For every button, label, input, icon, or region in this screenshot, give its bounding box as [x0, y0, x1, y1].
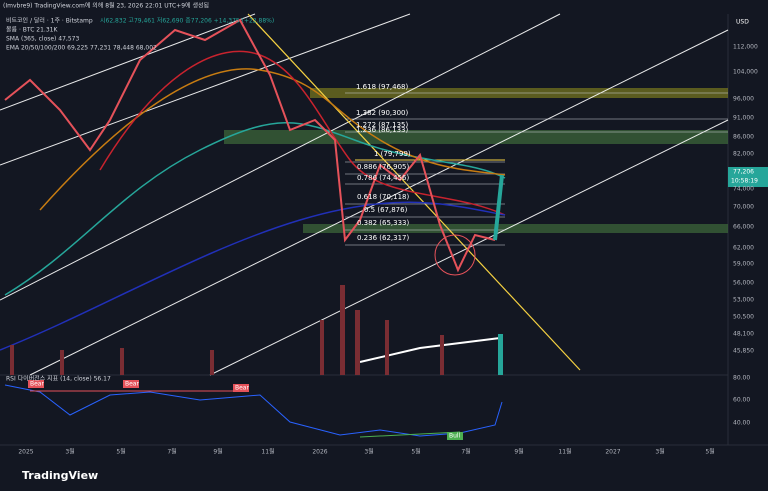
rsi-axis-label: 60.00 [733, 397, 750, 404]
volume: 볼륨 · BTC 21.31K [6, 27, 58, 34]
time-label: 5월 [705, 448, 714, 456]
price-label: 104,000 [733, 69, 758, 76]
price-label: 96,000 [733, 96, 754, 103]
price-label: 112,000 [733, 44, 758, 51]
fib-label: 1.272 (87,135) [356, 121, 408, 129]
price-label: 45,850 [733, 348, 754, 355]
last-candle [493, 174, 504, 241]
price-label: 66,000 [733, 224, 754, 231]
fib-lines [345, 92, 728, 246]
support-zone [303, 224, 728, 233]
volume-bar [498, 334, 503, 375]
last-price: 77,206 [733, 169, 754, 176]
fib-label: 0.886 (76,905) [357, 163, 409, 171]
time-label: 5월 [411, 448, 420, 456]
fib-label: 1.382 (90,300) [356, 109, 408, 117]
fib-label: 0.236 (62,317) [357, 234, 409, 242]
tag-bg [233, 384, 249, 392]
price-label: 91,000 [733, 115, 754, 122]
price-label: 82,000 [733, 151, 754, 158]
ohlc: 시62,832 고79,461 저62,690 종77,206 +14,375 … [100, 17, 274, 25]
price-label: 74,000 [733, 186, 754, 193]
time-label: 3월 [655, 448, 664, 456]
signal-tag: Bull [449, 433, 461, 440]
rsi-axis-label: 80.00 [733, 375, 750, 382]
time-label: 2027 [605, 449, 620, 456]
time-label: 11월 [261, 448, 274, 456]
price-label: 48,100 [733, 331, 754, 338]
ema-line [99, 50, 506, 216]
signal-tag: Bear [235, 385, 249, 392]
volume-bars [10, 285, 444, 375]
divergence-line [359, 431, 461, 438]
price-label: 53,000 [733, 297, 754, 304]
price-label: 62,000 [733, 245, 754, 252]
last-price-bg [728, 167, 768, 187]
volume-trend [359, 337, 501, 363]
time-label: 11월 [558, 448, 571, 456]
signal-tag: Bear [30, 381, 44, 388]
fib-label: 0.5 (67,876) [364, 206, 408, 214]
rsi-title: RSI 다이버전스 지표 (14, close) 56.17 [6, 375, 111, 383]
price-path [4, 18, 496, 273]
price-label: 70,000 [733, 204, 754, 211]
sma: SMA (365, close) 47,573 [6, 36, 79, 43]
fib-label: 1.236 (86,133) [356, 126, 408, 134]
price-label: 50,500 [733, 314, 754, 321]
logo: TradingView [22, 469, 98, 482]
tag-bg [447, 432, 463, 440]
tag-bg [28, 380, 44, 388]
time-label: 2026 [312, 449, 327, 456]
caption: (Imvbre9) TradingView.com에 의해 8월 23, 202… [3, 2, 209, 10]
symbol: 비트코인 / 달러 · 1주 · Bitstamp [6, 17, 93, 25]
resistance-zone [224, 130, 728, 144]
time-label: 3월 [364, 448, 373, 456]
fib-label: 0.786 (74,456) [357, 174, 409, 182]
time-label: 3월 [65, 448, 74, 456]
time-label: 5월 [116, 448, 125, 456]
fib-label: 0.618 (70,118) [357, 193, 409, 201]
time-label: 2025 [18, 449, 33, 456]
price-label: 56,000 [733, 280, 754, 287]
tag-bg [123, 380, 139, 388]
price-label: 59,000 [733, 261, 754, 268]
fib-label: 1 (79,799) [374, 150, 411, 158]
rsi-axis-label: 40.00 [733, 420, 750, 427]
time-label: 7월 [461, 448, 470, 456]
fib-label: 1.618 (97,468) [356, 83, 408, 91]
sma-line [0, 201, 506, 351]
time-label: 7월 [167, 448, 176, 456]
ema: EMA 20/50/100/200 69,225 77,231 78,448 6… [6, 45, 157, 52]
fib-label: 0.382 (65,333) [357, 219, 409, 227]
signal-tag: Bear [125, 381, 139, 388]
time-label: 9월 [514, 448, 523, 456]
price-label: 86,000 [733, 134, 754, 141]
ema-line [4, 122, 506, 296]
countdown: 10:58:19 [731, 178, 758, 185]
time-label: 9월 [213, 448, 222, 456]
currency: USD [736, 19, 749, 26]
highlight-circle [434, 234, 476, 276]
